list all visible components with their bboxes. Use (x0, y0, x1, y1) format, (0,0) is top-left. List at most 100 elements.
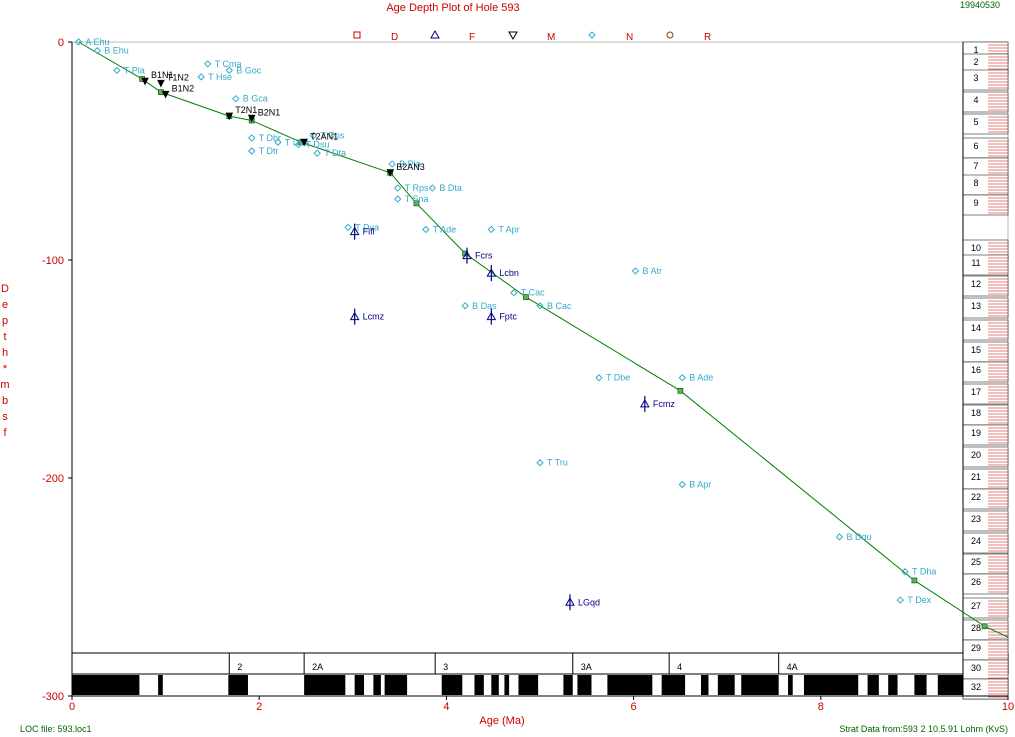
core-label: 20 (971, 450, 981, 460)
core-label: 29 (971, 643, 981, 653)
polarity-block (741, 675, 779, 695)
magnetic-datum-marker (225, 112, 234, 121)
loc-control-point (981, 623, 988, 630)
loc-points (139, 76, 988, 630)
diatom-datum-label: B Goc (236, 65, 262, 75)
loc-control-point (523, 294, 529, 300)
foram-datum-label: Lcbn (499, 268, 519, 278)
x-tick-label: 4 (443, 701, 449, 713)
core-label: 30 (971, 663, 981, 673)
polarity-block (563, 675, 573, 695)
polarity-block (304, 675, 346, 695)
diatom-datum-label: T Dva (355, 222, 379, 232)
core-label: 11 (971, 258, 980, 268)
magnetic-datum-marker (386, 169, 395, 177)
diatom-datum-marker (274, 138, 282, 146)
core-label: 2 (973, 57, 978, 67)
magnetic-datum-marker (161, 90, 170, 99)
core-label: 4 (973, 95, 978, 105)
polarity-block (491, 675, 499, 695)
polarity-block (661, 675, 686, 695)
foram-datum-marker (349, 311, 360, 321)
loc-file-label: LOC file: 593.loc1 (20, 724, 92, 734)
chron-strip: 2 2A 3 3A 4 4A (72, 652, 1009, 695)
legend-label: R (704, 32, 711, 43)
magnetic-datum-label: T2N1 (235, 105, 257, 115)
y-axis-label-char: s (2, 411, 8, 423)
y-axis-label-char: t (3, 331, 6, 343)
diatom-datum-marker (248, 147, 256, 155)
diatom-datum-label: T Dbr (259, 133, 281, 143)
magnetic-datum-marker (247, 114, 256, 123)
core-label: 21 (971, 472, 981, 482)
foram-datum-marker (349, 226, 360, 236)
polarity-block (518, 675, 539, 695)
y-tick-label: 0 (58, 37, 64, 49)
diatom-datum-marker (678, 374, 686, 382)
plot-frame (71, 41, 1009, 697)
diatom-datum-label: T Cma (215, 59, 242, 69)
diatom-datum-marker (394, 195, 402, 203)
date-stamp: 19940530 (960, 0, 1000, 10)
foram-datum-label: Lcmz (363, 312, 385, 322)
polarity-block (354, 675, 365, 695)
x-tick-label: 2 (256, 701, 262, 713)
core-label: 15 (971, 345, 981, 355)
diatom-datum-marker (678, 480, 686, 489)
magnetic-datum-label: B2N1 (258, 107, 281, 117)
polarity-block (788, 675, 793, 695)
foram-datum-label: Fcrs (475, 251, 493, 261)
polarity-block (803, 675, 859, 695)
diatom-datum-label: B Ehu (104, 46, 129, 56)
core-label: 23 (971, 514, 981, 524)
foram-datum-label: Fifl (363, 227, 375, 237)
core-label: 3 (973, 73, 978, 83)
y-tick-label: -200 (42, 473, 64, 485)
y-axis-label-char: e (2, 299, 8, 311)
core-label: 19 (971, 428, 981, 438)
diatom-datum-label: B Ade (689, 373, 713, 383)
diatom-datum-label: T Dtr (259, 146, 279, 156)
diatom-datum-marker (896, 596, 905, 604)
magnetic-datum-label: T2AN1 (310, 131, 338, 141)
diatom-datum-label: T Dha (912, 567, 936, 577)
line-of-correlation (78, 41, 1009, 638)
y-tick-label: -300 (42, 691, 64, 703)
polarity-block (914, 675, 927, 695)
legend-label: N (626, 32, 633, 43)
diatom-datum-label: T Dex (907, 595, 931, 605)
diatom-datum-marker (631, 267, 640, 275)
diatom-datum-marker (536, 459, 544, 467)
polarity-block (72, 675, 140, 695)
x-tick-label: 6 (631, 701, 637, 713)
diatom-datum-marker (113, 66, 121, 75)
core-label: 12 (971, 279, 981, 289)
polarity-block (158, 675, 163, 695)
x-tick-label: 10 (1002, 701, 1014, 713)
core-label: 9 (973, 198, 978, 208)
diatom-datum-marker (294, 140, 303, 149)
strat-data-label: Strat Data from:593 2 10.5.91 Lohm (KvS) (839, 724, 1008, 734)
core-column: 1234567891011121314151617181920212223242… (962, 41, 1009, 700)
chart-title: Age Depth Plot of Hole 593 (386, 2, 519, 14)
diatom-datum-label: T Apr (498, 224, 519, 234)
loc-control-point (911, 577, 918, 584)
x-axis-label: Age (Ma) (479, 715, 524, 727)
core-label: 17 (971, 387, 981, 397)
legend-symbol (508, 31, 518, 41)
legend-symbol (666, 31, 674, 39)
diatom-datum-label: B Gca (243, 94, 268, 104)
diatom-datum-marker (536, 302, 544, 310)
foram-datum-marker (565, 597, 575, 606)
polarity-block (867, 675, 879, 695)
y-axis-label-char: f (3, 427, 7, 439)
chron-label: 3 (443, 662, 448, 672)
y-axis-label-char: p (2, 315, 8, 327)
core-label: 26 (971, 577, 981, 587)
magnetic-datum-marker (157, 79, 165, 88)
core-label: 32 (971, 682, 981, 692)
legend-symbol (353, 31, 361, 39)
diatom-datum-label: T Hse (208, 72, 232, 82)
diatom-datum-label: B Apr (689, 480, 711, 490)
